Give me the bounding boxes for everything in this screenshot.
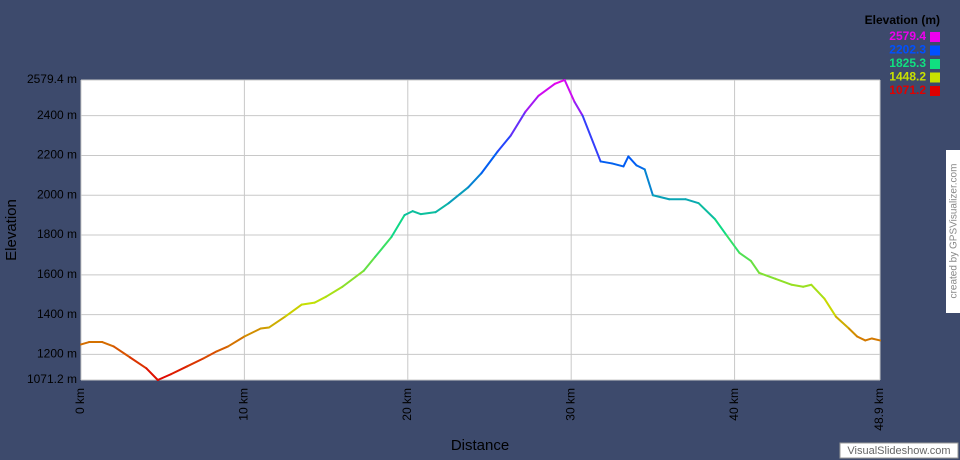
- elevation-segment: [725, 234, 741, 254]
- legend-title: Elevation (m): [865, 13, 940, 27]
- elevation-segment: [643, 168, 654, 197]
- elevation-segment: [581, 114, 602, 163]
- elevation-segment: [573, 100, 584, 117]
- elevation-segment: [810, 283, 826, 300]
- legend-label: 2202.3: [889, 43, 926, 57]
- elevation-segment: [112, 345, 132, 359]
- elevation-segment: [749, 259, 761, 274]
- elevation-segment: [202, 350, 218, 360]
- elevation-segment: [101, 341, 115, 348]
- elevation-segment: [524, 94, 540, 113]
- elevation-segment: [870, 337, 881, 342]
- elevation-segment: [447, 186, 470, 205]
- x-tick-label: 20 km: [400, 388, 414, 421]
- elevation-segment: [362, 255, 377, 272]
- elevation-segment: [80, 341, 91, 346]
- elevation-segment: [259, 326, 270, 330]
- elevation-segment: [284, 303, 303, 318]
- elevation-segment: [341, 269, 365, 288]
- legend-swatch: [930, 32, 940, 42]
- elevation-segment: [823, 297, 837, 318]
- elevation-segment: [227, 335, 246, 348]
- credit-box: [946, 150, 960, 313]
- y-tick-label: 2579.4 m: [27, 72, 77, 86]
- y-tick-label: 2200 m: [37, 148, 77, 162]
- elevation-segment: [215, 345, 230, 353]
- legend-swatch: [930, 86, 940, 96]
- elevation-segment: [243, 327, 262, 338]
- elevation-segment: [774, 277, 793, 286]
- elevation-segment: [611, 162, 625, 168]
- elevation-segment: [599, 160, 614, 165]
- elevation-segment: [622, 155, 630, 168]
- elevation-segment: [758, 271, 777, 280]
- elevation-segment: [802, 283, 813, 288]
- x-tick-label: 10 km: [237, 388, 251, 421]
- elevation-segment: [325, 285, 344, 298]
- legend-swatch: [930, 45, 940, 56]
- elevation-segment: [790, 283, 805, 288]
- elevation-segment: [834, 315, 850, 330]
- elevation-segment: [480, 150, 499, 175]
- y-tick-label: 1600 m: [37, 267, 77, 281]
- x-tick-label: 0 km: [73, 388, 87, 414]
- elevation-segment: [713, 218, 728, 237]
- credit: created by GPSVisualizer.com: [949, 164, 960, 299]
- elevation-segment: [186, 357, 205, 368]
- y-tick-label: 1400 m: [37, 307, 77, 321]
- elevation-segment: [434, 202, 450, 214]
- legend-label: 2579.4: [889, 29, 926, 43]
- y-tick-label: 1200 m: [37, 347, 77, 361]
- elevation-segment: [684, 198, 700, 205]
- y-tick-label: 1071.2 m: [27, 372, 77, 386]
- elevation-segment: [847, 327, 859, 338]
- elevation-segment: [537, 82, 556, 97]
- elevation-segment: [553, 79, 566, 85]
- watermark-box: [839, 442, 959, 459]
- legend-swatch: [930, 59, 940, 69]
- elevation-segment: [563, 79, 576, 103]
- elevation-segment: [403, 210, 414, 217]
- legend-label: 1448.2: [889, 70, 926, 84]
- elevation-segment: [738, 251, 752, 262]
- elevation-segment: [313, 295, 328, 304]
- elevation-segment: [509, 110, 527, 137]
- elevation-segment: [856, 335, 867, 342]
- elevation-segment: [156, 373, 172, 381]
- y-tick-label: 2000 m: [37, 187, 77, 201]
- watermark: VisualSlideshow.com: [847, 445, 950, 457]
- legend-label: 1071.2: [889, 83, 926, 97]
- x-tick-label: 40 km: [727, 388, 741, 421]
- elevation-segment: [411, 210, 422, 216]
- x-axis-title: Distance: [451, 437, 509, 454]
- elevation-segment: [651, 194, 671, 201]
- elevation-segment: [697, 202, 716, 221]
- x-tick-label: 48.9 km: [872, 388, 886, 431]
- elevation-segment: [627, 155, 638, 167]
- elevation-segment: [390, 214, 406, 239]
- elevation-segment: [145, 367, 159, 381]
- plot-area: [81, 80, 880, 380]
- elevation-segment: [169, 365, 189, 376]
- legend-label: 1825.3: [889, 56, 926, 70]
- y-tick-label: 2400 m: [37, 108, 77, 122]
- elevation-segment: [267, 315, 287, 329]
- elevation-segment: [300, 301, 316, 306]
- legend-swatch: [930, 72, 940, 83]
- y-axis-title: Elevation: [3, 199, 20, 261]
- elevation-segment: [864, 337, 873, 342]
- elevation-segment: [374, 236, 393, 258]
- elevation-segment: [129, 356, 148, 370]
- elevation-segment: [419, 211, 437, 216]
- elevation-segment: [496, 134, 512, 153]
- y-tick-label: 1800 m: [37, 227, 77, 241]
- elevation-segment: [635, 164, 646, 171]
- elevation-segment: [467, 172, 483, 189]
- x-tick-label: 30 km: [563, 388, 577, 421]
